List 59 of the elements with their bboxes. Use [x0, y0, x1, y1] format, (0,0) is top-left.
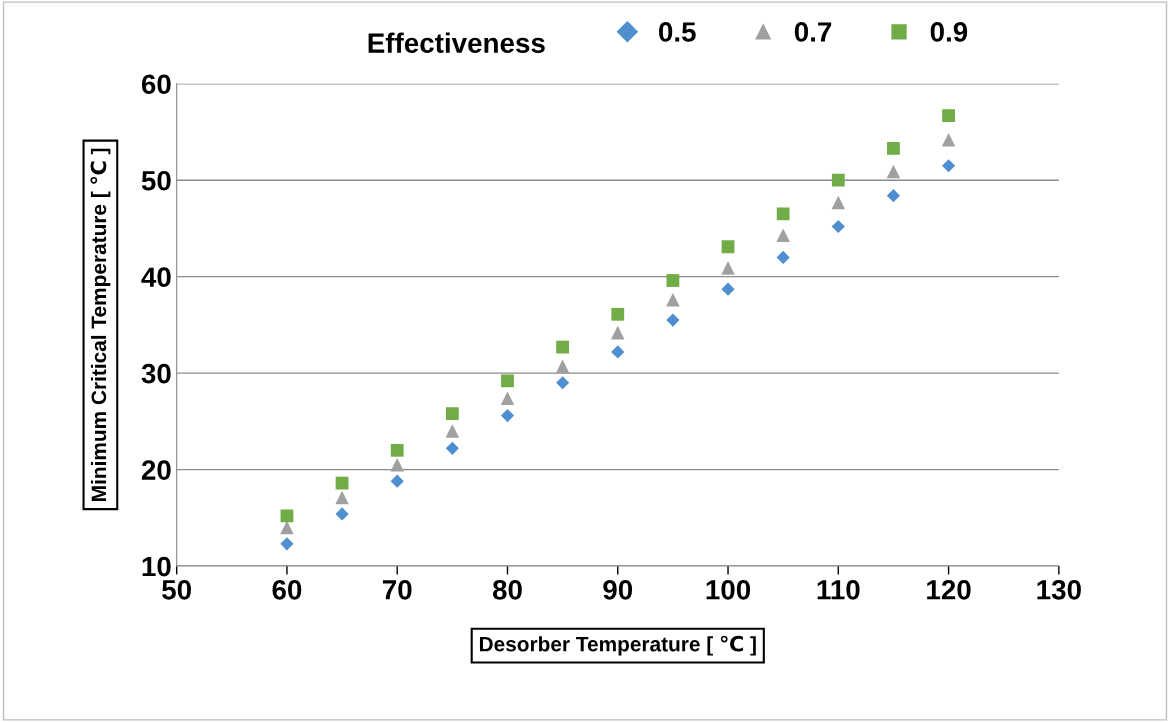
point — [280, 520, 294, 535]
point — [556, 340, 570, 354]
point — [776, 228, 790, 242]
point — [500, 408, 515, 423]
point — [500, 391, 515, 405]
point — [610, 325, 625, 340]
x-tick-label: 90 — [603, 579, 633, 600]
x-tick-label: 70 — [382, 579, 412, 600]
point — [721, 282, 735, 296]
point — [721, 261, 735, 275]
point — [556, 376, 570, 390]
point — [445, 407, 459, 421]
legend-label: 0.5 — [659, 22, 696, 42]
point — [721, 240, 735, 254]
x-tick-label: 80 — [492, 579, 522, 600]
point — [666, 293, 680, 307]
x-tick-label: 100 — [706, 579, 751, 600]
point — [942, 109, 955, 122]
point — [886, 164, 901, 179]
y-tick-label: 10 — [142, 556, 171, 577]
point — [666, 313, 680, 327]
point — [335, 507, 349, 521]
point — [831, 195, 846, 210]
point — [887, 141, 900, 155]
y-tick-label: 40 — [141, 267, 171, 288]
y-tick-label: 20 — [141, 460, 171, 480]
point — [555, 359, 570, 374]
x-tick-label: 110 — [817, 579, 860, 600]
point — [501, 374, 514, 388]
x-tick-label: 130 — [1037, 579, 1081, 600]
point — [611, 345, 625, 359]
point — [611, 307, 625, 321]
x-tick-label: 50 — [162, 579, 191, 600]
x-tick-label: 120 — [927, 579, 971, 600]
point — [445, 441, 459, 455]
point — [941, 159, 956, 173]
legend-label: 0.7 — [794, 22, 832, 42]
point — [776, 250, 790, 264]
point — [445, 424, 460, 438]
y-tick-label: 50 — [141, 170, 171, 191]
point — [390, 458, 404, 472]
point — [335, 490, 349, 505]
legend-title: Effectiveness — [368, 32, 545, 53]
point — [776, 207, 790, 221]
point — [280, 537, 294, 551]
point — [886, 189, 901, 203]
x-axis-title: Desorber Temperature [ ℃ ] — [479, 635, 756, 656]
x-tick-label: 60 — [272, 579, 302, 600]
y-axis-title: Minimum Critical Temperature [ ℃ ] — [90, 148, 111, 501]
point — [390, 443, 404, 457]
point — [831, 173, 845, 187]
point — [831, 219, 845, 234]
point — [390, 474, 404, 488]
point — [941, 132, 956, 147]
legend-label: 0.9 — [930, 22, 968, 42]
point — [280, 509, 294, 523]
y-tick-label: 30 — [141, 363, 171, 384]
y-tick-label: 60 — [141, 74, 171, 95]
point — [666, 274, 680, 287]
